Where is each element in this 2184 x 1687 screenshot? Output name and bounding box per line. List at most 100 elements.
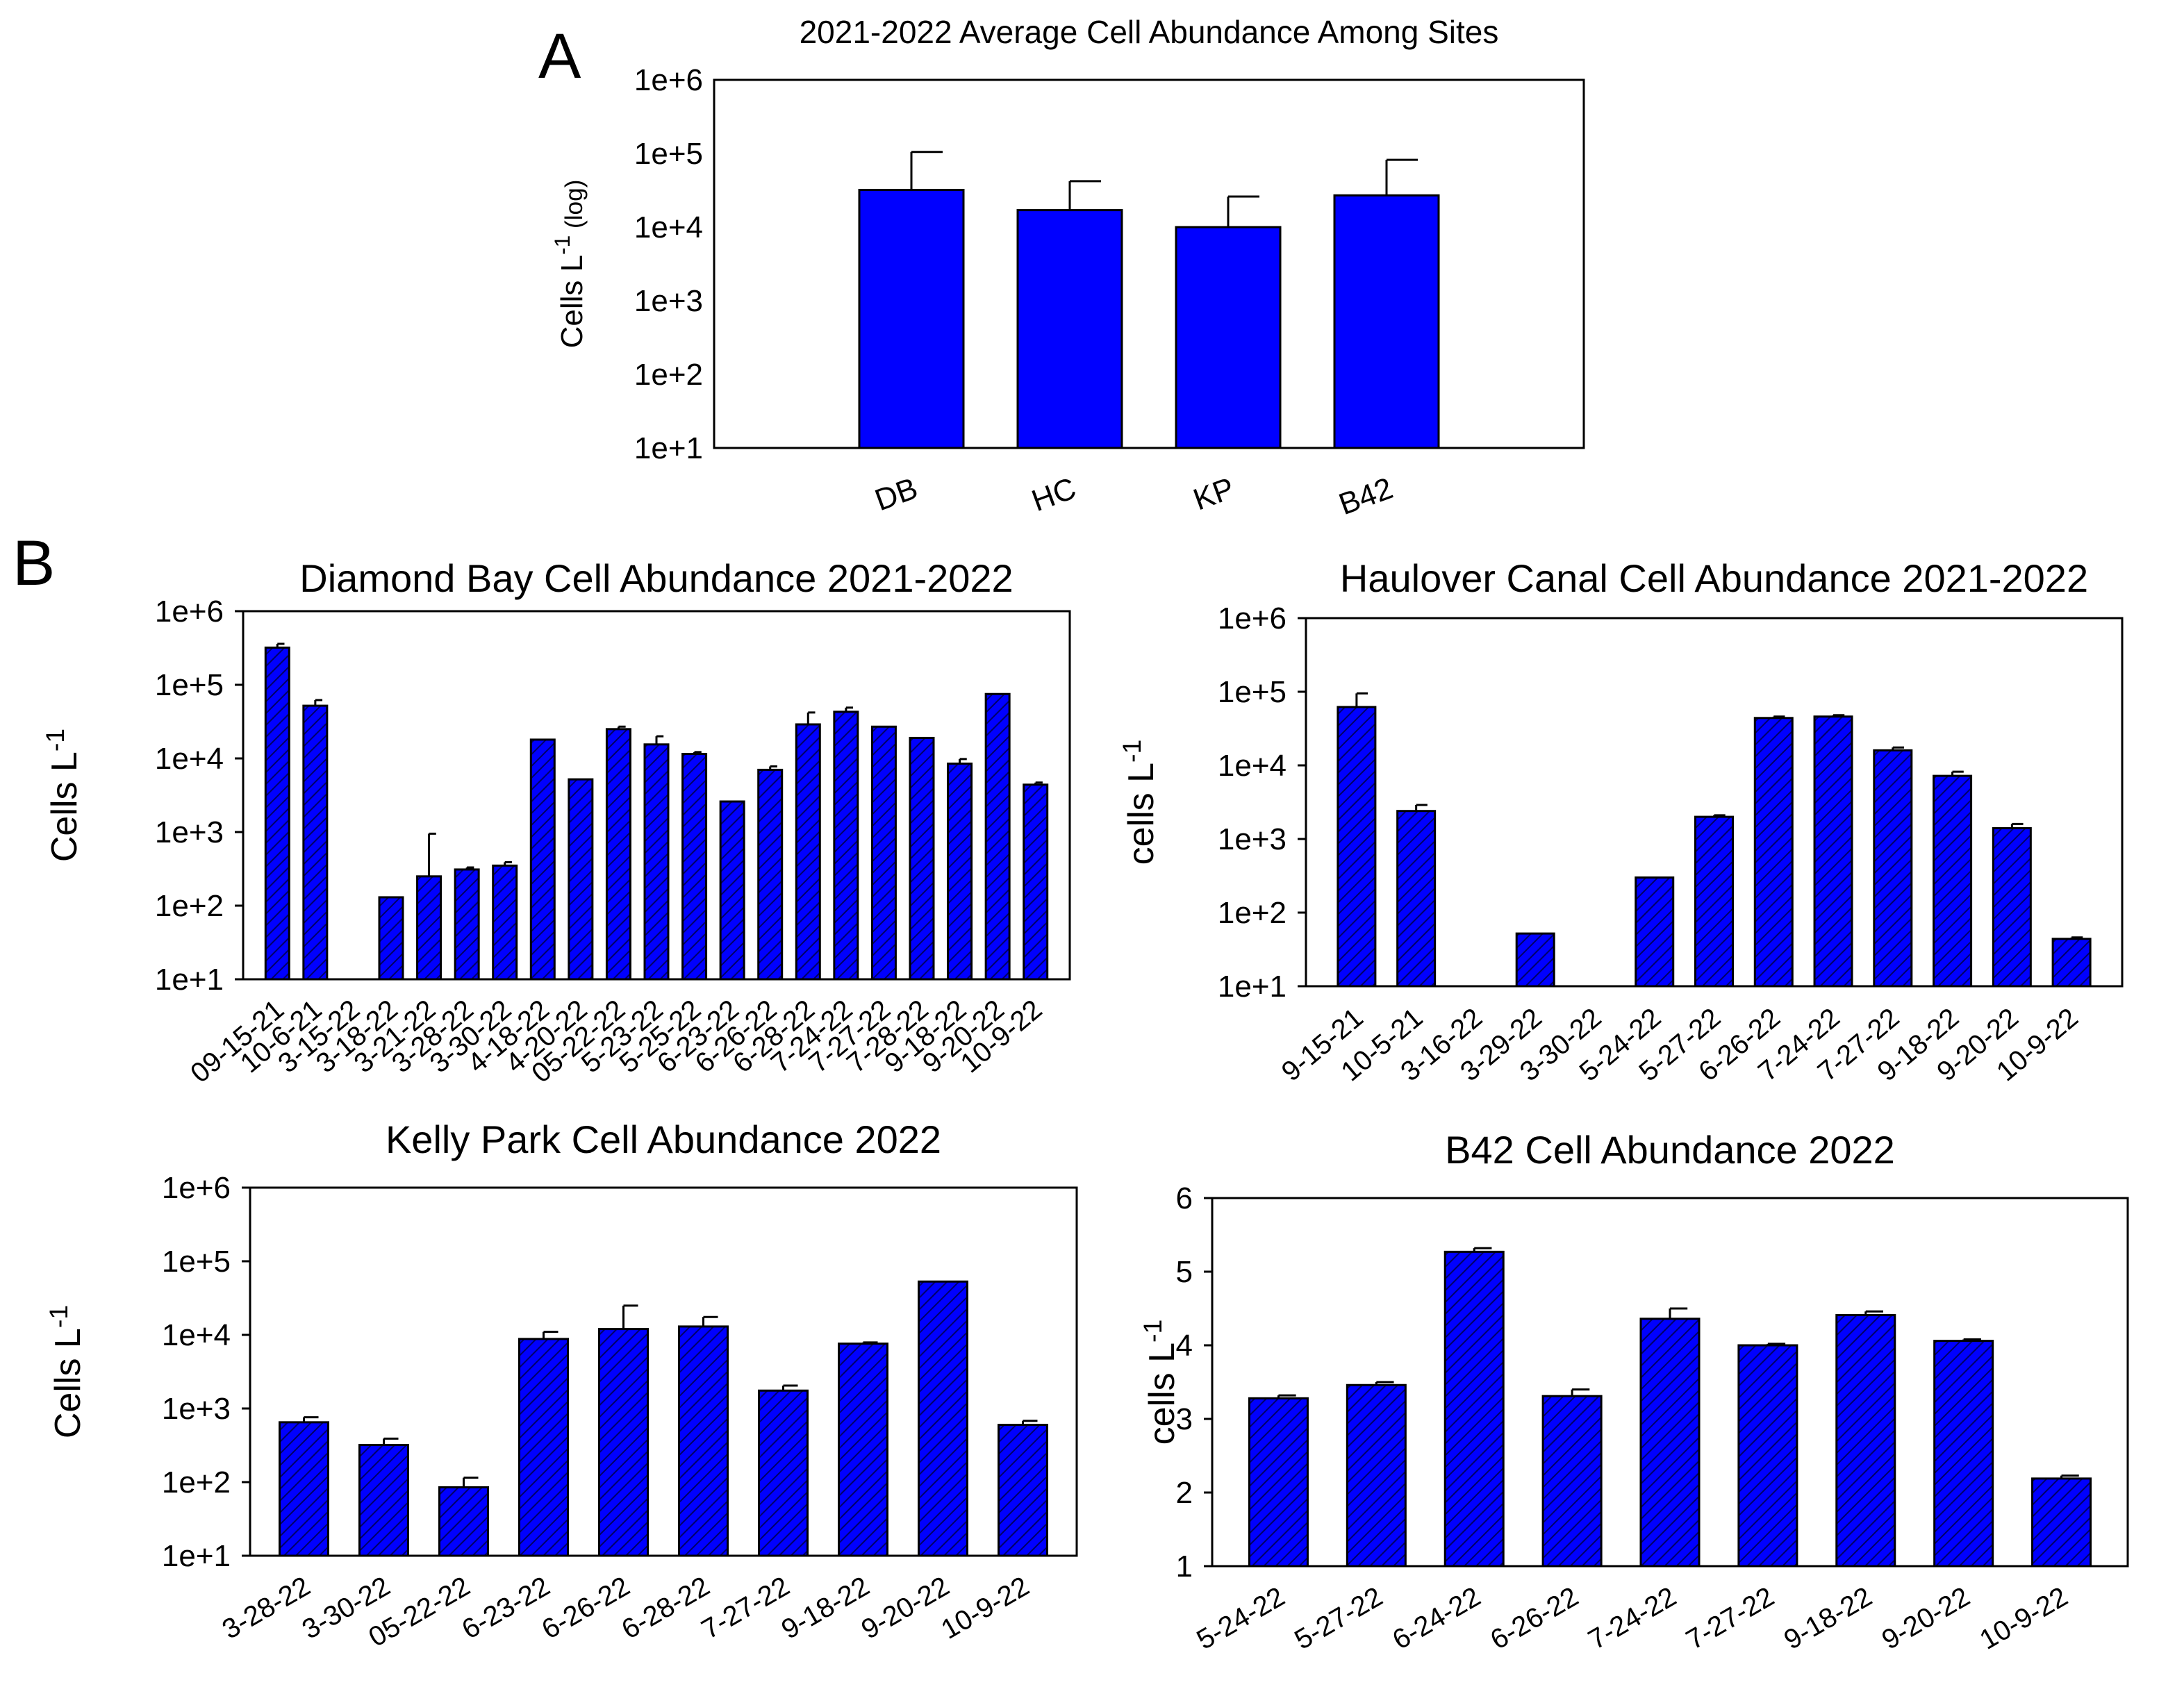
kp-error-bar [702,1315,718,1327]
avg-y-tick-label: 1e+5 [634,137,703,171]
db-bar-7-24-22 [833,710,859,981]
avg-bar-HC [1016,209,1123,449]
db-bar-3-18-22 [378,896,404,981]
kp-category-label: 6-23-22 [457,1571,555,1645]
db-bar-9-20-22 [984,692,1011,981]
db-chart-title: Diamond Bay Cell Abundance 2021-2022 [299,556,1013,600]
b42-category-label: 7-24-22 [1583,1581,1681,1656]
b42-category-label: 9-20-22 [1877,1581,1975,1656]
kp-error-bar [383,1437,399,1445]
b42-bar-7-27-22 [1737,1344,1798,1568]
db-y-tick-label: 1e+6 [155,595,224,629]
kp-error-bar [463,1477,479,1488]
b42-y-tick-label: 2 [1176,1476,1193,1510]
avg-y-axis-label: Cells L-1 (log) [549,180,589,349]
kp-category-label: 6-26-22 [537,1571,635,1645]
avg-bar-DB [858,188,965,449]
kp-bar-9-18-22 [838,1343,888,1557]
hc-bar-9-18-22 [1933,774,1973,988]
kp-bar-9-20-22 [918,1280,968,1557]
db-y-tick-label: 1e+2 [155,889,224,923]
db-y-tick-label: 1e+3 [155,815,224,849]
kp-y-tick-label: 1e+2 [162,1465,231,1499]
hc-bar-3-29-22 [1515,932,1555,988]
kp-plot-frame [249,1186,1078,1557]
avg-bar-KP [1175,226,1282,449]
db-bar-4-20-22 [568,778,594,981]
b42-y-tick-label: 6 [1176,1181,1193,1215]
b42-error-bar [1571,1388,1590,1397]
b42-error-bar [1669,1307,1688,1319]
hc-chart-title: Haulover Canal Cell Abundance 2021-2022 [1340,556,2088,600]
hc-bar-10-5-21 [1396,810,1437,988]
db-bar-10-9-22 [1023,783,1049,981]
b42-category-label: 5-24-22 [1192,1581,1290,1656]
hc-bar-6-26-22 [1753,717,1794,988]
b42-plot-frame [1211,1197,2129,1568]
kp-category-label: 3-28-22 [217,1571,315,1645]
kp-category-label: 9-20-22 [857,1571,954,1645]
kp-bar-05-22-22 [438,1486,489,1557]
b42-category-label: 9-18-22 [1779,1581,1877,1656]
db-bar-3-28-22 [454,868,480,981]
hc-bar-7-27-22 [1873,749,1913,988]
db-y-tick-label: 1e+4 [155,742,224,776]
b42-y-axis-label: cells L-1 [1138,1320,1182,1445]
hc-bar-9-15-21 [1337,706,1377,988]
kp-y-tick-label: 1e+4 [162,1318,231,1352]
kp-error-bar [622,1304,638,1329]
kp-category-label: 9-18-22 [777,1571,875,1645]
db-bar-9-18-22 [947,762,973,981]
kp-chart-title: Kelly Park Cell Abundance 2022 [386,1117,941,1161]
db-bar-05-22-22 [605,728,631,981]
b42-category-label: 7-27-22 [1681,1581,1779,1656]
hc-y-tick-label: 1e+6 [1218,601,1287,635]
avg-category-label: KP [1189,471,1239,517]
kp-y-tick-label: 1e+1 [162,1539,231,1573]
db-bar-3-30-22 [492,864,518,981]
db-y-tick-label: 1e+5 [155,668,224,702]
b42-category-label: 6-24-22 [1387,1581,1485,1656]
db-plot-frame [242,610,1071,981]
b42-category-label: 6-26-22 [1485,1581,1583,1656]
db-bar-4-18-22 [529,738,556,981]
db-error-bar [428,832,436,876]
hc-plot-frame [1305,617,2124,988]
b42-bar-6-26-22 [1541,1395,1603,1568]
kp-y-axis-label: Cells L-1 [44,1305,88,1438]
avg-error-bar [910,151,943,190]
b42-bar-7-24-22 [1639,1318,1701,1568]
db-error-bar [806,711,816,724]
db-bar-5-25-22 [681,753,708,981]
hc-y-tick-label: 1e+4 [1218,749,1287,783]
avg-y-tick-label: 1e+4 [634,210,703,244]
hc-bar-7-24-22 [1813,715,1853,988]
db-bar-09-15-21 [264,646,290,981]
haulover-canal-chart: Haulover Canal Cell Abundance 2021-2022 c… [1117,556,2124,1088]
db-bar-7-28-22 [909,736,935,981]
hc-bar-5-27-22 [1694,815,1734,988]
average-abundance-chart: 2021-2022 Average Cell Abundance Among S… [549,14,1585,522]
b42-bar-5-27-22 [1346,1383,1407,1568]
kp-y-tick-label: 1e+6 [162,1171,231,1205]
kp-bar-7-27-22 [758,1389,809,1557]
avg-bar-B42 [1333,194,1440,449]
hc-y-tick-label: 1e+2 [1218,896,1287,930]
avg-y-tick-label: 1e+1 [634,431,703,465]
db-error-bar [655,735,664,745]
kp-bar-3-30-22 [358,1443,409,1557]
avg-y-tick-label: 1e+3 [634,284,703,318]
db-bar-7-27-22 [870,725,897,981]
hc-y-tick-label: 1e+5 [1218,675,1287,709]
b42-y-tick-label: 1 [1176,1549,1193,1584]
avg-chart-title: 2021-2022 Average Cell Abundance Among S… [800,14,1499,50]
hc-bar-5-24-22 [1635,876,1675,988]
hc-error-bar [1355,692,1368,708]
hc-bar-10-9-22 [2051,938,2092,988]
hc-bar-9-20-22 [1992,827,2032,988]
db-bar-6-26-22 [757,768,784,981]
panel-label-a: A [538,21,581,92]
avg-category-label: DB [870,471,922,517]
b42-y-tick-label: 3 [1176,1402,1193,1436]
